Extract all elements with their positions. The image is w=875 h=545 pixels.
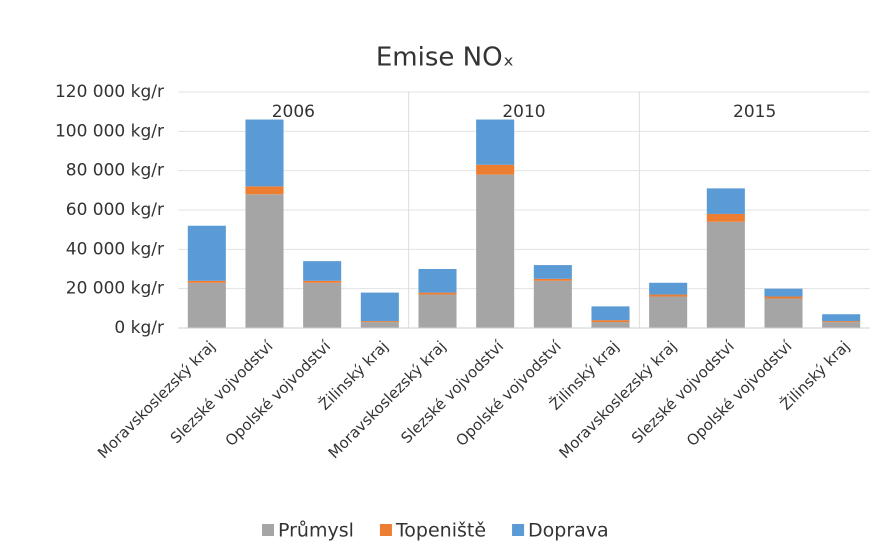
bar-segment [822,322,861,328]
bar-segment [476,164,515,175]
bar-segment [764,296,803,299]
bar-segment [822,321,861,323]
bar-segment [187,282,226,328]
bar-segment [303,280,342,283]
y-tick-label: 20 000 kg/r [66,279,164,299]
bar-segment [591,306,630,321]
bar-segment [706,188,745,214]
legend-swatch [262,524,274,536]
legend-label: Doprava [528,520,609,542]
bar-segment [303,282,342,328]
legend-label: Průmysl [278,520,354,542]
bar-segment [764,298,803,328]
bar-segment [706,213,745,222]
y-tick-label: 80 000 kg/r [66,161,164,181]
bar-segment [245,194,284,328]
y-tick-label: 120 000 kg/r [55,82,164,102]
bar-segment [418,294,457,328]
bar-segment [360,322,399,328]
legend-swatch [379,524,392,536]
bar-segment [706,221,745,328]
group-label: 2006 [272,102,315,122]
bar-segment [476,174,515,328]
bar-segment [360,321,399,323]
chart-title: Emise NOₓ [376,43,514,73]
bar-segment [649,296,688,328]
y-tick-label: 0 kg/r [114,318,164,338]
bar-segment [245,186,284,195]
bar-segment [822,314,861,322]
bar-segment [533,280,572,328]
bar-segment [591,322,630,328]
y-tick-label: 40 000 kg/r [66,239,164,259]
group-label: 2015 [733,102,776,122]
bar-segment [649,294,688,297]
legend-swatch [512,524,525,536]
bar-segment [533,278,572,281]
bar-segment [418,269,457,293]
y-tick-label: 60 000 kg/r [66,200,164,220]
bar-segment [476,119,515,165]
bar-segment [360,292,399,322]
bar-segment [533,265,572,279]
bar-segment [591,320,630,323]
bar-segment [418,292,457,295]
group-label: 2010 [502,102,545,122]
legend-label: Topeniště [395,520,486,542]
bar-segment [245,119,284,187]
bar-segment [187,280,226,283]
bar-segment [649,282,688,295]
bar-segment [187,225,226,281]
y-tick-label: 100 000 kg/r [55,121,164,141]
bar-segment [303,261,342,281]
bar-segment [764,288,803,297]
